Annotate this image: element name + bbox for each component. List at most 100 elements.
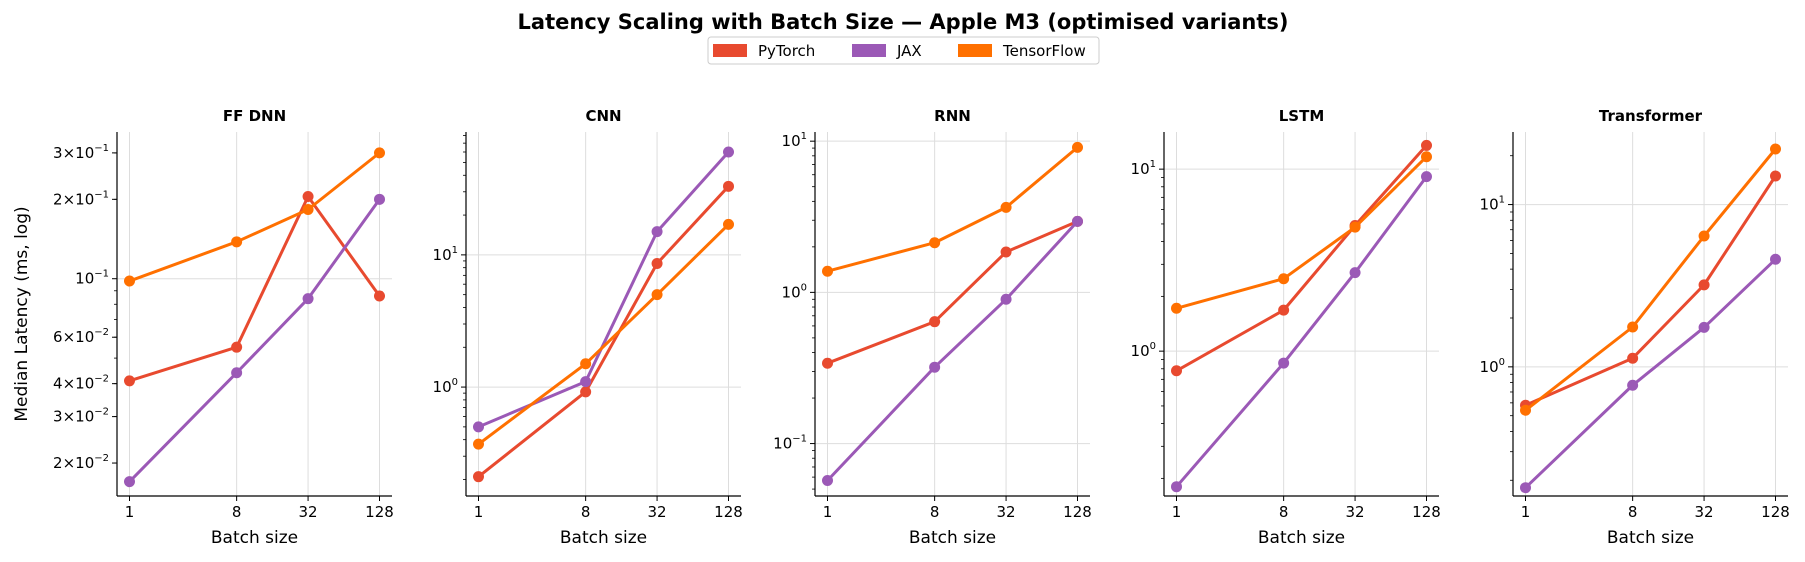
data-point-tensorflow <box>651 289 663 301</box>
data-point-jax <box>231 367 243 379</box>
panel-title-cnn: CNN <box>585 107 621 125</box>
data-point-pytorch <box>1627 352 1639 364</box>
data-point-tensorflow <box>1627 321 1639 333</box>
data-point-tensorflow <box>929 237 941 249</box>
data-point-pytorch <box>1000 246 1012 258</box>
legend-swatch-jax <box>852 44 886 57</box>
data-point-jax <box>1770 253 1781 265</box>
data-point-tensorflow <box>723 218 734 230</box>
panel-ff-dnn: 2×10−2 3×10−2 4×10−2 6×10−2 10−1 2×10−1 3×10−1… <box>12 107 394 548</box>
series-line-tensorflow <box>1524 147 1777 412</box>
y-tick-label: 2×10−2 <box>53 453 109 472</box>
series-line-jax <box>1524 257 1777 490</box>
x-tick-label: 32 <box>299 503 318 521</box>
x-axis-label-ff-dnn: Batch size <box>211 528 298 548</box>
data-point-jax <box>1000 293 1012 305</box>
series-pytorch-ff-dnn <box>124 190 385 387</box>
x-tick-label: 1 <box>1172 503 1182 521</box>
data-point-jax <box>374 193 385 205</box>
series-line-pytorch <box>826 219 1079 365</box>
data-point-tensorflow <box>1698 230 1710 242</box>
y-tick-label: 100 <box>433 377 458 396</box>
data-point-pytorch <box>231 341 243 353</box>
data-point-pytorch <box>580 386 592 398</box>
series-line-pytorch <box>1524 174 1777 407</box>
series-jax-ff-dnn <box>124 193 385 488</box>
data-point-tensorflow <box>1349 221 1361 233</box>
x-tick-label: 1 <box>1521 503 1531 521</box>
series-line-pytorch <box>128 194 381 383</box>
data-point-jax <box>1171 481 1182 493</box>
panel-title-lstm: LSTM <box>1279 107 1325 125</box>
y-tick-label: 101 <box>1131 159 1156 178</box>
grid-transformer <box>1513 132 1788 496</box>
data-point-jax <box>822 474 833 486</box>
data-point-pytorch <box>374 290 385 302</box>
x-tick-label: 128 <box>714 503 743 521</box>
x-tick-label: 8 <box>1628 503 1638 521</box>
data-point-jax <box>580 376 592 388</box>
x-tick-label: 128 <box>365 503 394 521</box>
data-point-tensorflow <box>1421 151 1432 163</box>
series-line-pytorch <box>477 184 730 479</box>
panels: 2×10−2 3×10−2 4×10−2 6×10−2 10−1 2×10−1 3×10−1… <box>12 107 1790 548</box>
x-axis-label-lstm: Batch size <box>1258 528 1345 548</box>
legend-label-tensorflow: TensorFlow <box>1002 42 1086 60</box>
legend-item-pytorch: PyTorch <box>713 42 815 60</box>
data-point-pytorch <box>822 357 833 369</box>
data-point-jax <box>1349 267 1361 279</box>
panel-transformer: 100 101 1 8 32 128 Transformer Batch size <box>1480 107 1790 548</box>
x-tick-label: 128 <box>1412 503 1441 521</box>
data-point-tensorflow <box>1770 143 1781 155</box>
grid-rnn <box>815 132 1090 496</box>
x-tick-label: 1 <box>823 503 833 521</box>
data-point-pytorch <box>1421 139 1432 151</box>
y-tick-label: 100 <box>782 282 807 301</box>
panel-lstm: 100 101 1 8 32 128 LSTM Batch size <box>1131 107 1441 548</box>
data-point-jax <box>1278 357 1290 369</box>
data-point-jax <box>1072 215 1083 227</box>
x-tick-label: 8 <box>930 503 940 521</box>
x-tick-label: 128 <box>1761 503 1790 521</box>
data-point-tensorflow <box>374 147 385 159</box>
panel-rnn: 10−1 100 101 1 8 32 128 RNN Batch size <box>773 107 1092 548</box>
series-jax-cnn <box>473 146 734 433</box>
series-line-tensorflow <box>826 145 1079 273</box>
panel-title-transformer: Transformer <box>1599 107 1703 125</box>
x-tick-label: 1 <box>125 503 135 521</box>
series-jax-rnn <box>822 215 1083 486</box>
x-tick-label: 8 <box>1279 503 1289 521</box>
legend: PyTorch JAX TensorFlow <box>707 36 1100 65</box>
data-point-jax <box>723 146 734 158</box>
data-point-pytorch <box>302 190 314 202</box>
legend-frame <box>707 36 1100 65</box>
data-point-jax <box>302 293 314 305</box>
grid-ff-dnn <box>117 132 392 496</box>
series-pytorch-rnn <box>822 215 1083 369</box>
data-point-jax <box>1627 379 1639 391</box>
data-point-jax <box>124 476 135 488</box>
series-tensorflow-ff-dnn <box>124 147 385 287</box>
x-tick-label: 32 <box>997 503 1016 521</box>
data-point-pytorch <box>651 258 663 270</box>
data-point-pytorch <box>929 316 941 328</box>
chart-title: Latency Scaling with Batch Size — Apple … <box>518 10 1289 34</box>
x-axis-label-rnn: Batch size <box>909 528 996 548</box>
data-point-pytorch <box>124 375 135 387</box>
data-point-tensorflow <box>580 358 592 370</box>
series-line-tensorflow <box>477 222 730 446</box>
data-point-jax <box>1520 482 1531 494</box>
data-point-pytorch <box>1171 365 1182 377</box>
y-axis-label: Median Latency (ms, log) <box>12 206 32 421</box>
legend-label-jax: JAX <box>896 42 922 60</box>
data-point-jax <box>1698 321 1710 333</box>
series-line-tensorflow <box>128 151 381 283</box>
series-tensorflow-transformer <box>1520 143 1781 416</box>
series-line-jax <box>1175 175 1428 489</box>
data-point-jax <box>473 421 484 433</box>
grid-cnn <box>466 132 741 496</box>
data-point-pytorch <box>723 180 734 192</box>
series-line-jax <box>477 150 730 429</box>
